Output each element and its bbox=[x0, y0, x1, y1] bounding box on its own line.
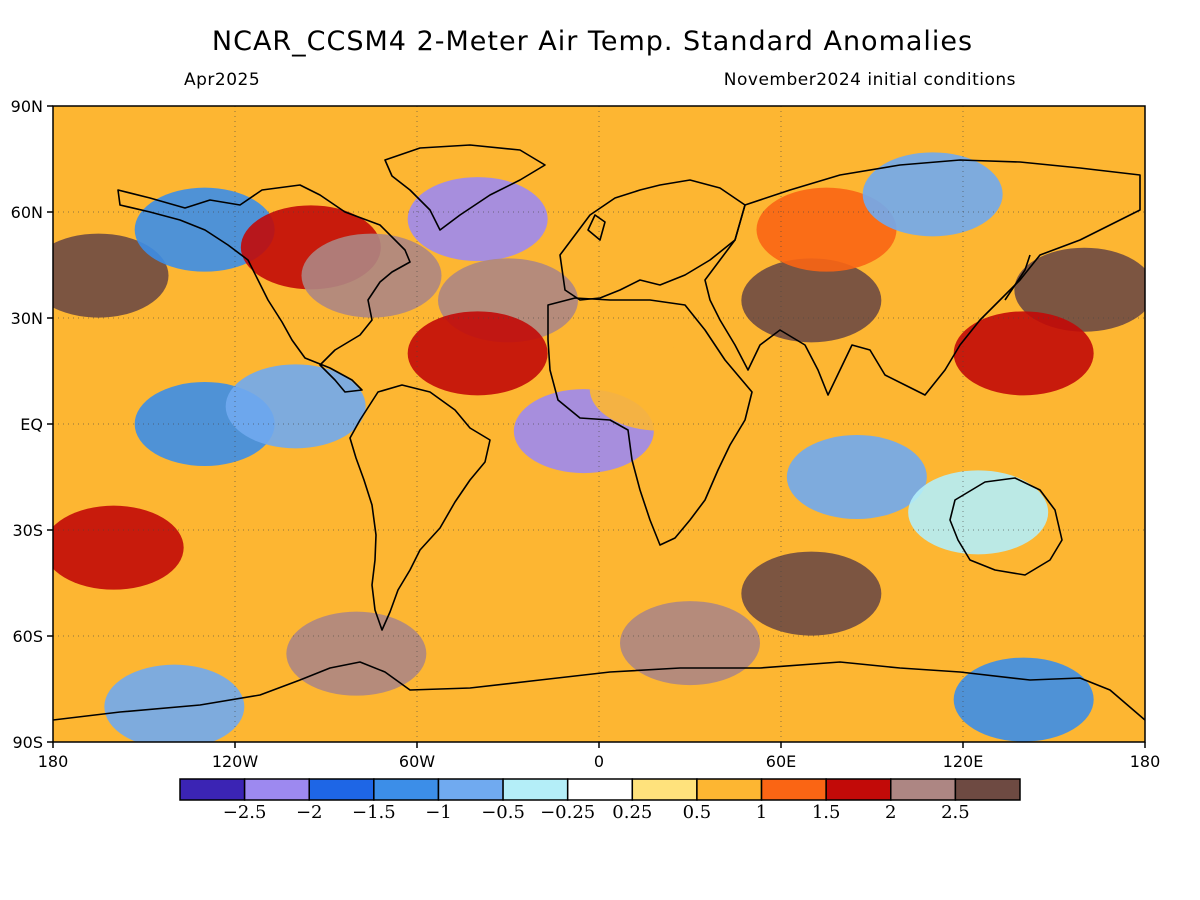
anomaly-region bbox=[301, 233, 442, 318]
anomaly-region bbox=[53, 233, 169, 318]
colorbar-label: −2 bbox=[296, 802, 323, 823]
colorbar-label: −2.5 bbox=[223, 802, 267, 823]
coastlines bbox=[53, 144, 1145, 721]
y-tick-label: EQ bbox=[20, 415, 43, 434]
colorbar-swatch bbox=[373, 778, 440, 801]
coastline-japan bbox=[1004, 254, 1031, 301]
colorbar-swatch bbox=[437, 778, 504, 801]
coastline-north-america bbox=[117, 184, 411, 393]
anomaly-region bbox=[407, 311, 548, 396]
colorbar-label: −1 bbox=[425, 802, 452, 823]
colorbar-label: 0.25 bbox=[612, 802, 652, 823]
y-tick-label: 90S bbox=[12, 733, 43, 752]
anomaly-region bbox=[620, 601, 760, 686]
colorbar: −2.5 −2 −1.5 −1 −0.5 −0.25 0.25 0.5 1 1.5 2 2.5 bbox=[179, 778, 1021, 823]
map-axes: 180 120W 60W 0 60E 120E 180 90N 60N 30N EQ 30S 60S 90… bbox=[11, 97, 1161, 771]
colorbar-label: 1 bbox=[756, 802, 767, 823]
x-tick-label: 0 bbox=[594, 752, 604, 771]
y-tick-label: 60S bbox=[12, 627, 43, 646]
colorbar-label: −0.25 bbox=[540, 802, 595, 823]
y-tick-label: 60N bbox=[11, 203, 43, 222]
anomaly-region bbox=[953, 657, 1094, 742]
colorbar-swatch bbox=[631, 778, 698, 801]
initial-conditions-label: November2024 initial conditions bbox=[723, 70, 1016, 90]
colorbar-swatch bbox=[308, 778, 375, 801]
anomaly-region bbox=[589, 346, 730, 431]
colorbar-swatch bbox=[696, 778, 763, 801]
coastline-greenland bbox=[384, 144, 546, 231]
valid-month-label: Apr2025 bbox=[184, 70, 261, 90]
colorbar-swatch bbox=[954, 778, 1021, 801]
x-tick-label: 180 bbox=[38, 752, 69, 771]
coastline-australia bbox=[949, 477, 1063, 576]
anomaly-region bbox=[53, 505, 184, 590]
colorbar-label: 2 bbox=[885, 802, 896, 823]
anomaly-region bbox=[741, 258, 882, 343]
colorbar-swatch bbox=[760, 778, 827, 801]
anomaly-region bbox=[225, 364, 366, 449]
anomaly-region bbox=[286, 611, 427, 696]
x-tick-label: 180 bbox=[1130, 752, 1161, 771]
anomaly-region bbox=[1014, 247, 1145, 332]
anomaly-region bbox=[908, 470, 1049, 555]
anomaly-region bbox=[786, 435, 927, 519]
y-tick-label: 30N bbox=[11, 309, 43, 328]
anomaly-region bbox=[407, 177, 548, 262]
coastline-antarctica bbox=[53, 661, 1145, 721]
colorbar-swatch bbox=[890, 778, 957, 801]
colorbar-label: 2.5 bbox=[941, 802, 970, 823]
y-tick-label: 30S bbox=[12, 521, 43, 540]
chart-title: NCAR_CCSM4 2-Meter Air Temp. Standard An… bbox=[211, 26, 974, 57]
anomaly-region bbox=[862, 152, 1003, 237]
colorbar-label: −0.5 bbox=[481, 802, 525, 823]
colorbar-swatch bbox=[566, 778, 634, 801]
anomaly-region bbox=[741, 551, 882, 636]
coastline-uk bbox=[587, 214, 606, 241]
colorbar-swatch bbox=[243, 778, 310, 801]
coastline-asia bbox=[704, 159, 1141, 396]
y-tick-label: 90N bbox=[11, 97, 43, 116]
coastline-south-america bbox=[349, 384, 491, 631]
colorbar-swatch bbox=[502, 778, 569, 801]
anomaly-region bbox=[756, 187, 897, 272]
colorbar-label: 1.5 bbox=[812, 802, 841, 823]
coastline-africa bbox=[547, 297, 753, 546]
colorbar-label: 0.5 bbox=[683, 802, 712, 823]
x-tick-label: 60E bbox=[766, 752, 796, 771]
x-tick-label: 120E bbox=[943, 752, 984, 771]
colorbar-swatch bbox=[179, 778, 246, 801]
anomaly-region bbox=[953, 311, 1094, 396]
colorbar-swatch bbox=[825, 778, 892, 801]
x-tick-label: 120W bbox=[212, 752, 259, 771]
anomaly-region bbox=[104, 664, 245, 742]
x-tick-label: 60W bbox=[399, 752, 435, 771]
gridlines bbox=[53, 106, 1145, 742]
colorbar-label: −1.5 bbox=[352, 802, 396, 823]
